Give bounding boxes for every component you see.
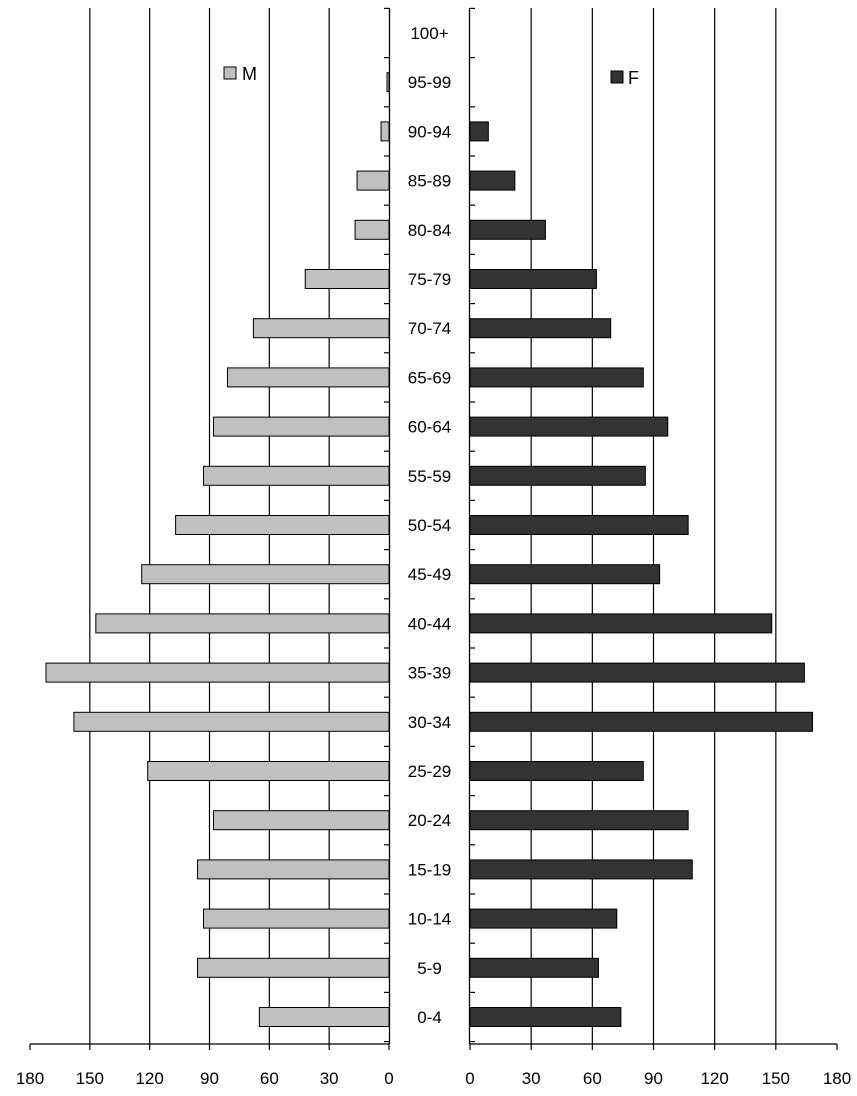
age-group-label: 65-69 [408,368,451,387]
age-group-label: 60-64 [408,418,451,437]
x-tick-label-female: 90 [644,1069,663,1088]
bar-female-70-74 [469,318,612,339]
bar-male-65-69 [226,367,390,388]
center-axis [384,7,475,1044]
x-tick-label-female: 30 [522,1069,541,1088]
bar-female-30-34 [469,711,814,732]
bar-female-35-39 [469,662,805,683]
x-axis-male: 180 150 120 90 60 30 0 [16,1043,394,1088]
age-group-label: 55-59 [408,467,451,486]
x-axis-female: 0 30 60 90 120 150 180 [465,1043,851,1088]
bar-female-5-9 [469,957,599,978]
age-group-label: 95-99 [408,73,451,92]
bar-male-70-74 [252,318,390,339]
bar-female-25-29 [469,761,644,781]
bar-male-35-39 [45,662,390,683]
bar-male-60-64 [212,416,390,437]
age-group-label: 100+ [410,24,448,43]
bar-male-95-99 [386,72,390,93]
bar-female-50-54 [469,515,689,535]
x-tick-label-female: 180 [823,1069,851,1088]
bar-female-45-49 [469,564,661,585]
male-bars [45,72,390,1027]
bar-male-5-9 [197,957,390,978]
bar-male-80-84 [354,219,390,240]
age-group-label: 25-29 [408,762,451,781]
legend-label-female: F [628,68,639,88]
bar-male-40-44 [95,613,390,634]
age-group-label: 30-34 [408,713,451,732]
x-tick-label-male: 90 [200,1069,219,1088]
age-group-label: 10-14 [408,910,451,929]
bar-female-40-44 [469,613,773,634]
x-tick-label-male: 120 [135,1069,163,1088]
age-group-label: 5-9 [417,959,442,978]
age-group-label: 85-89 [408,172,451,191]
bar-male-85-89 [356,170,390,191]
bar-female-80-84 [469,219,546,240]
bar-female-60-64 [469,416,669,437]
x-tick-label-female: 150 [762,1069,790,1088]
bar-male-10-14 [203,908,390,929]
age-group-label: 80-84 [408,221,451,240]
bar-male-25-29 [147,761,390,781]
x-tick-label-female: 120 [700,1069,728,1088]
x-tick-label-female: 0 [465,1069,474,1088]
bar-female-20-24 [469,810,689,831]
bar-female-55-59 [469,465,646,486]
age-group-label: 75-79 [408,270,451,289]
legend-swatch-female [610,70,624,84]
bar-male-55-59 [203,465,390,486]
age-group-label: 45-49 [408,565,451,584]
bar-female-85-89 [469,170,516,191]
x-tick-label-male: 180 [16,1069,44,1088]
age-group-label: 35-39 [408,664,451,683]
x-tick-label-male: 150 [76,1069,104,1088]
bar-male-30-34 [73,711,390,732]
bar-female-10-14 [469,908,618,929]
bar-male-50-54 [175,515,390,535]
age-group-label: 70-74 [408,319,451,338]
x-tick-label-female: 60 [583,1069,602,1088]
bar-male-20-24 [212,810,390,831]
bar-female-90-94 [469,121,489,142]
x-tick-label-male: 30 [320,1069,339,1088]
bar-male-0-4 [258,1007,390,1027]
x-tick-label-male: 0 [384,1069,393,1088]
age-group-label: 40-44 [408,614,451,633]
bar-female-75-79 [469,269,597,289]
age-group-label: 15-19 [408,860,451,879]
legend-swatch-male [223,66,237,80]
age-group-label: 20-24 [408,811,451,830]
female-bars [469,121,814,1027]
x-tick-label-male: 60 [260,1069,279,1088]
bar-male-90-94 [380,121,390,142]
bar-male-45-49 [141,564,390,585]
age-group-label: 50-54 [408,516,451,535]
bar-male-15-19 [197,859,390,880]
bar-female-15-19 [469,859,693,880]
legend-label-male: M [242,64,257,84]
age-group-label: 90-94 [408,122,451,141]
bar-female-65-69 [469,367,644,388]
age-group-labels: 100+ 95-99 90-94 85-89 80-84 75-79 70-74 65-69 6… [408,24,451,1027]
bar-male-75-79 [304,269,390,289]
age-group-label: 0-4 [417,1008,442,1027]
bar-female-0-4 [469,1007,622,1027]
